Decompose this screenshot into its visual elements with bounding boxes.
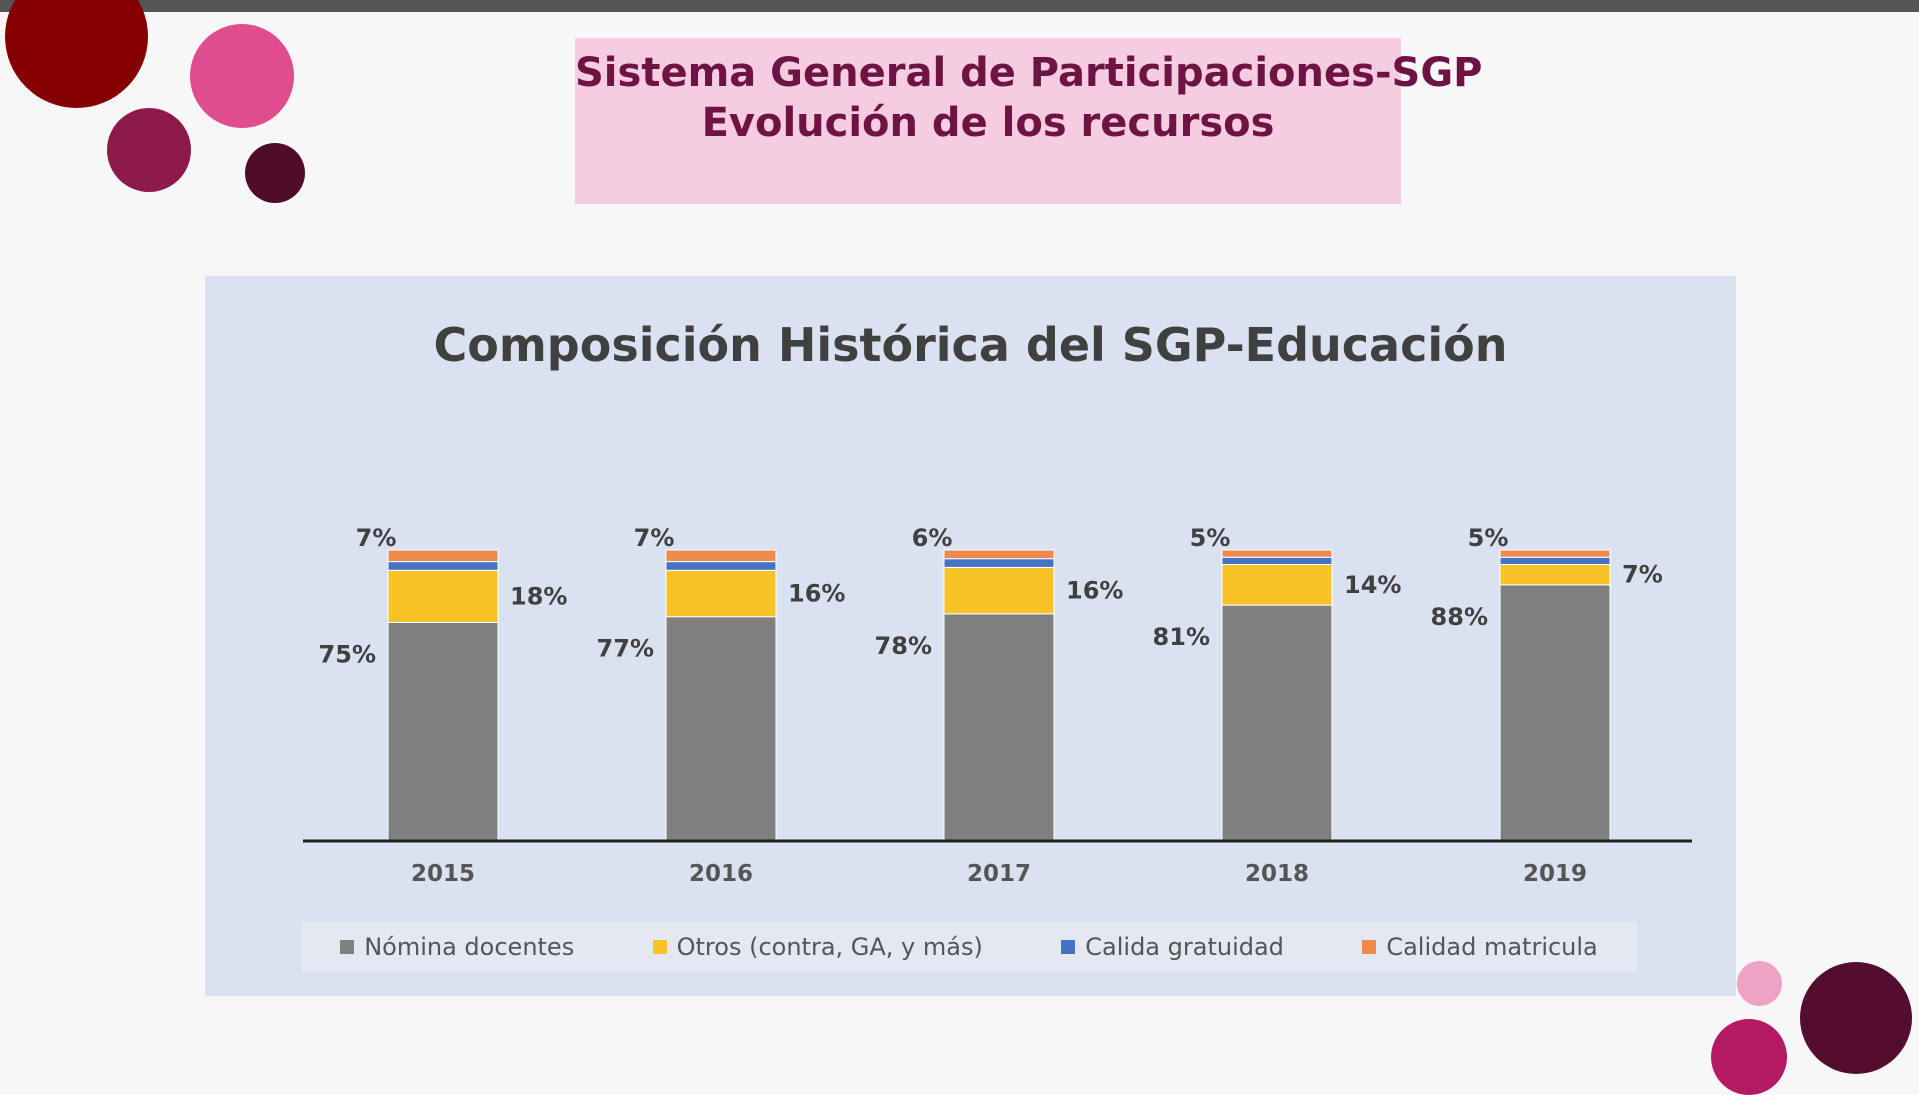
- legend-swatch-gratuidad: [1061, 940, 1076, 954]
- data-label-nomina-2016: 77%: [597, 635, 654, 663]
- top-bar: [0, 0, 1919, 12]
- x-tick-label-2018: 2018: [1245, 861, 1309, 887]
- data-label-nomina-2017: 78%: [875, 632, 932, 660]
- decor-circle-pink: [190, 24, 294, 128]
- bar-2018-series-1: [1221, 564, 1333, 606]
- data-label-nomina-2015: 75%: [319, 641, 376, 669]
- bar-2015-series-1: [387, 569, 499, 623]
- slide-title-line1: Sistema General de Participaciones-SGP: [575, 50, 1483, 96]
- data-label-top-2018: 5%: [1190, 524, 1231, 552]
- legend-label-matricula: Calidad matricula: [1386, 933, 1598, 961]
- data-label-nomina-2019: 88%: [1431, 603, 1488, 631]
- data-label-otros-2018: 14%: [1344, 571, 1401, 599]
- bar-2019-series-0: [1499, 584, 1611, 841]
- bar-2017-series-3: [943, 549, 1055, 560]
- data-label-otros-2019: 7%: [1622, 561, 1663, 589]
- legend-swatch-matricula: [1362, 940, 1377, 954]
- bar-2015-series-0: [387, 622, 499, 841]
- data-label-otros-2017: 16%: [1066, 577, 1123, 605]
- bar-2017-series-1: [943, 566, 1055, 615]
- chart-panel: Composición Histórica del SGP-Educación …: [205, 276, 1736, 996]
- data-label-top-2019: 5%: [1468, 524, 1509, 552]
- decor-circle-darkred: [5, 0, 148, 108]
- chart-legend: Nómina docentes Otros (contra, GA, y más…: [301, 922, 1637, 972]
- decor-circle-darkplum-bottom: [1800, 962, 1912, 1074]
- decor-circle-plum: [107, 108, 191, 192]
- legend-swatch-otros: [652, 940, 667, 954]
- decor-circle-darkplum: [245, 143, 305, 203]
- slide-title-line2: Evolución de los recursos: [701, 100, 1275, 146]
- bar-2019-series-1: [1499, 564, 1611, 586]
- bar-2018-series-2: [1221, 556, 1333, 565]
- data-label-otros-2016: 16%: [788, 580, 845, 608]
- bar-2018-series-3: [1221, 549, 1333, 558]
- bar-2015-series-3: [387, 549, 499, 563]
- legend-label-otros: Otros (contra, GA, y más): [676, 933, 983, 961]
- bar-2015-series-2: [387, 561, 499, 571]
- x-tick-label-2017: 2017: [967, 861, 1031, 887]
- bar-2016-series-1: [665, 569, 777, 618]
- data-label-top-2016: 7%: [634, 524, 675, 552]
- legend-swatch-nomina: [340, 940, 355, 954]
- data-label-nomina-2018: 81%: [1153, 623, 1210, 651]
- bar-2017-series-2: [943, 558, 1055, 568]
- bar-2019-series-3: [1499, 549, 1611, 558]
- bar-2016-series-2: [665, 561, 777, 571]
- decor-circle-magenta: [1711, 1019, 1787, 1095]
- legend-item-gratuidad: Calida gratuidad: [1061, 933, 1284, 961]
- bar-2018-series-0: [1221, 604, 1333, 841]
- legend-item-otros: Otros (contra, GA, y más): [652, 933, 983, 961]
- legend-label-gratuidad: Calida gratuidad: [1085, 933, 1284, 961]
- slide-title: Sistema General de Participaciones-SGP E…: [575, 38, 1483, 204]
- x-tick-label-2015: 2015: [411, 861, 475, 887]
- bar-2016-series-3: [665, 549, 777, 563]
- x-tick-label-2016: 2016: [689, 861, 753, 887]
- bar-2017-series-0: [943, 613, 1055, 841]
- bar-2019-series-2: [1499, 556, 1611, 565]
- data-label-top-2015: 7%: [356, 524, 397, 552]
- bar-2016-series-0: [665, 616, 777, 841]
- legend-item-nomina: Nómina docentes: [340, 933, 574, 961]
- x-tick-label-2019: 2019: [1523, 861, 1587, 887]
- stacked-bar-chart: 75% 18% 7% 2015 77% 16% 7% 2016 78% 16% 6% 2017 81% 1…: [303, 524, 1692, 887]
- data-label-otros-2015: 18%: [510, 582, 567, 610]
- legend-label-nomina: Nómina docentes: [364, 933, 575, 961]
- chart-title: Composición Histórica del SGP-Educación: [433, 318, 1508, 372]
- decor-circle-lightpink: [1737, 961, 1782, 1006]
- legend-item-matricula: Calidad matricula: [1362, 933, 1598, 961]
- data-label-top-2017: 6%: [912, 524, 953, 552]
